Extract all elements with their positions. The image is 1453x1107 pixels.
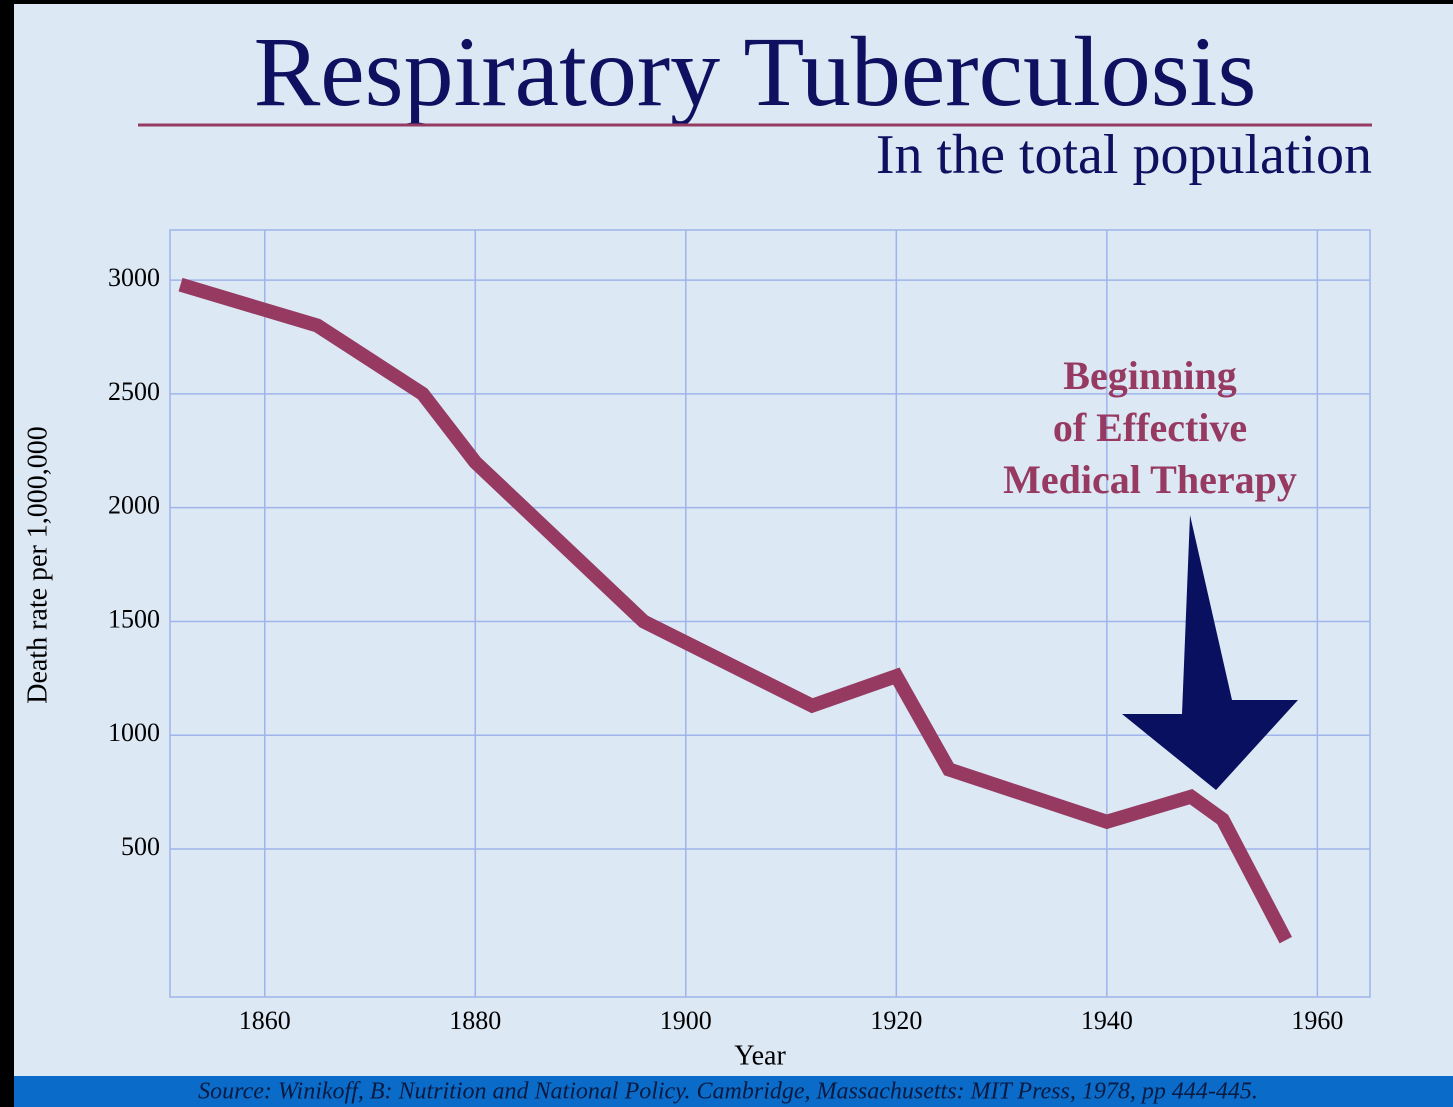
x-axis-label: Year (734, 1040, 786, 1071)
background (14, 4, 1453, 1107)
x-tick-label: 1940 (1081, 1006, 1133, 1035)
plot-frame (169, 229, 1371, 998)
plot: 500 1000 1500 2000 2500 3000 1860 1880 1900 1920 1… (108, 229, 1371, 1035)
x-tick-label: 1880 (449, 1006, 501, 1035)
x-tick-label: 1920 (870, 1006, 922, 1035)
y-tick-label: 2500 (108, 377, 160, 406)
y-tick-label: 1000 (108, 718, 160, 747)
x-tick-label: 1860 (239, 1006, 291, 1035)
y-tick-label: 1500 (108, 604, 160, 633)
data-line (178, 277, 1292, 944)
x-tick-label: 1900 (660, 1006, 712, 1035)
chart-title: Respiratory Tuberculosis (254, 16, 1257, 127)
y-tick-label: 3000 (108, 263, 160, 292)
chart-subtitle: In the total population (876, 124, 1372, 186)
y-axis-label: Death rate per 1,000,000 (22, 426, 53, 704)
y-tick-label: 2000 (108, 491, 160, 520)
x-tick-label: 1960 (1291, 1006, 1343, 1035)
y-tick-label: 500 (121, 832, 160, 861)
source-note: Source: Winikoff, B: Nutrition and Natio… (198, 1079, 1258, 1105)
annotation: Beginning of Effective Medical Therapy (1003, 353, 1297, 502)
annotation-arrow (1122, 515, 1298, 790)
footer-bar (14, 1076, 1453, 1107)
